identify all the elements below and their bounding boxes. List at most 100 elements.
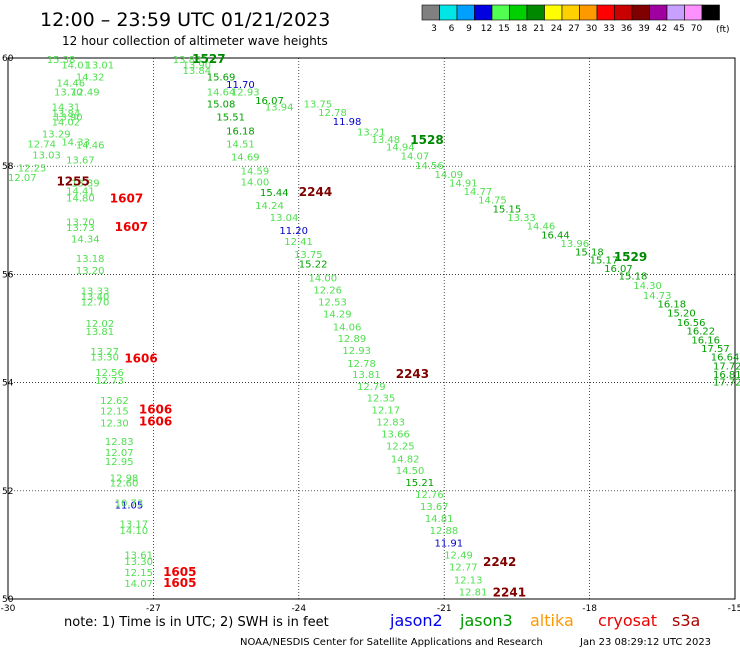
wave-height-value: 13.04 xyxy=(270,213,299,224)
wave-height-value: 13.90 xyxy=(182,60,211,71)
legend-swatch xyxy=(474,4,493,21)
wave-height-value: 16.18 xyxy=(226,126,255,137)
wave-height-value: 13.20 xyxy=(76,266,105,277)
wave-height-value: 14.07 xyxy=(401,151,430,162)
wave-height-value: 12.07 xyxy=(105,448,134,459)
wave-height-value: 12.25 xyxy=(18,163,47,174)
pass-time-label: 2243 xyxy=(396,367,429,381)
lon-tick-label: -18 xyxy=(582,604,597,614)
map-subtitle: 12 hour collection of altimeter wave hei… xyxy=(62,34,328,48)
wave-height-value: 15.38 xyxy=(47,55,76,66)
wave-height-value: 14.64 xyxy=(207,88,236,99)
wave-height-value: 12.30 xyxy=(100,419,129,430)
wave-height-value: 13.67 xyxy=(420,502,449,513)
pass-time-label: 2242 xyxy=(483,555,516,569)
wave-height-value: 14.59 xyxy=(241,167,270,178)
wave-height-value: 14.56 xyxy=(415,161,444,172)
wave-height-value: 14.91 xyxy=(449,178,478,189)
wave-height-value: 14.46 xyxy=(527,222,556,233)
wave-height-value: 14.50 xyxy=(396,466,425,477)
wave-height-value: 13.94 xyxy=(265,103,294,114)
wave-height-value: 12.02 xyxy=(86,319,115,330)
wave-height-value: 12.60 xyxy=(110,479,139,490)
wave-height-value: 12.98 xyxy=(110,473,139,484)
wave-height-value: 12.78 xyxy=(347,359,376,370)
legend-swatch xyxy=(684,4,703,21)
pass-time-label: 1606 xyxy=(124,351,157,365)
pass-time-label: 1607 xyxy=(110,192,143,206)
wave-height-value: 13.33 xyxy=(507,213,536,224)
wave-height-value: 13.33 xyxy=(81,287,110,298)
legend-swatch xyxy=(491,4,510,21)
mission-label: cryosat xyxy=(598,611,657,630)
wave-height-value: 13.17 xyxy=(119,519,148,530)
legend-label: 3 xyxy=(431,24,437,34)
wave-height-value: 12.07 xyxy=(8,173,37,184)
legend-label: 39 xyxy=(638,24,650,34)
legend-swatch xyxy=(701,4,720,21)
legend-swatch xyxy=(614,4,633,21)
wave-height-value: 13.67 xyxy=(66,156,95,167)
wave-height-value: 15.20 xyxy=(667,308,696,319)
wave-height-value: 13.30 xyxy=(90,353,119,364)
lat-tick-label: 54 xyxy=(2,379,14,389)
wave-height-value: 14.75 xyxy=(478,196,507,207)
wave-height-value: 15.18 xyxy=(575,248,604,259)
lat-tick-label: 52 xyxy=(2,487,13,497)
wave-height-value: 12.93 xyxy=(231,88,260,99)
axis-tick-labels: -30 -27 -24 -21 -18 -15 50 52 54 56 58 60 xyxy=(1,54,740,614)
wave-height-value: 14.41 xyxy=(66,187,95,198)
wave-height-value: 14.00 xyxy=(241,177,270,188)
wave-height-value: 14.94 xyxy=(386,143,415,154)
wave-height-value: 14.30 xyxy=(633,281,662,292)
wave-height-value: 16.56 xyxy=(677,318,706,329)
wave-height-value: 14.51 xyxy=(226,139,255,150)
wave-height-value: 15.17 xyxy=(590,255,619,266)
wave-height-value: 12.26 xyxy=(313,286,342,297)
color-legend: 3 6 9 12 15 18 21 24 27 30 33 36 39 42 45 70 xyxy=(421,4,720,34)
wave-height-value: 14.34 xyxy=(71,235,100,246)
wave-height-values: 15.3814.0113.0114.3214.4613.7012.4914.31… xyxy=(8,55,740,598)
wave-height-value: 14.69 xyxy=(231,152,260,163)
wave-height-value: 12.79 xyxy=(357,382,386,393)
wave-height-value: 12.70 xyxy=(81,297,110,308)
legend-label: 15 xyxy=(498,24,509,34)
lat-tick-label: 60 xyxy=(2,54,14,64)
wave-height-value: 14.02 xyxy=(52,117,81,128)
wave-height-value: 15.22 xyxy=(299,260,328,271)
legend-label: 33 xyxy=(603,24,614,34)
legend-swatch xyxy=(421,4,440,21)
wave-height-value: 12.49 xyxy=(444,551,473,562)
wave-height-value: 12.74 xyxy=(27,139,56,150)
legend-swatch xyxy=(666,4,685,21)
footer: note: 1) Time is in UTC; 2) SWH is in fe… xyxy=(64,611,711,648)
wave-height-value: 17.72 xyxy=(713,378,740,389)
legend-label: 18 xyxy=(516,24,528,34)
wave-height-value: 13.21 xyxy=(357,128,386,139)
mission-legend: jason2 jason3 altika cryosat s3a xyxy=(389,611,700,630)
wave-height-value: 13.48 xyxy=(372,135,401,146)
wave-height-value: 15.15 xyxy=(493,204,522,215)
lon-tick-label: -21 xyxy=(437,604,452,614)
pass-time-label: 1605 xyxy=(163,565,196,579)
legend-label: 12 xyxy=(481,24,492,34)
pass-time-label: 1528 xyxy=(410,133,443,147)
wave-height-value: 11.91 xyxy=(435,539,464,550)
wave-height-value: 12.76 xyxy=(415,490,444,501)
wave-height-value: 15.21 xyxy=(405,478,434,489)
wave-height-value: 12.89 xyxy=(338,334,367,345)
wave-height-value: 17.57 xyxy=(701,344,730,355)
lon-tick-label: -27 xyxy=(146,604,161,614)
wave-height-value: 14.82 xyxy=(391,454,420,465)
wave-height-value: 14.00 xyxy=(308,274,337,285)
lat-tick-label: 58 xyxy=(2,162,14,172)
wave-height-value: 12.56 xyxy=(95,368,124,379)
wave-height-value: 17.72 xyxy=(713,361,740,372)
footer-timestamp: Jan 23 08:29:12 UTC 2023 xyxy=(579,637,711,648)
wave-height-value: 13.88 xyxy=(173,55,202,66)
wave-height-value: 12.35 xyxy=(367,394,396,405)
wave-height-value: 12.83 xyxy=(105,437,134,448)
wave-height-value: 16.07 xyxy=(604,264,633,275)
wave-height-value: 13.81 xyxy=(352,370,381,381)
